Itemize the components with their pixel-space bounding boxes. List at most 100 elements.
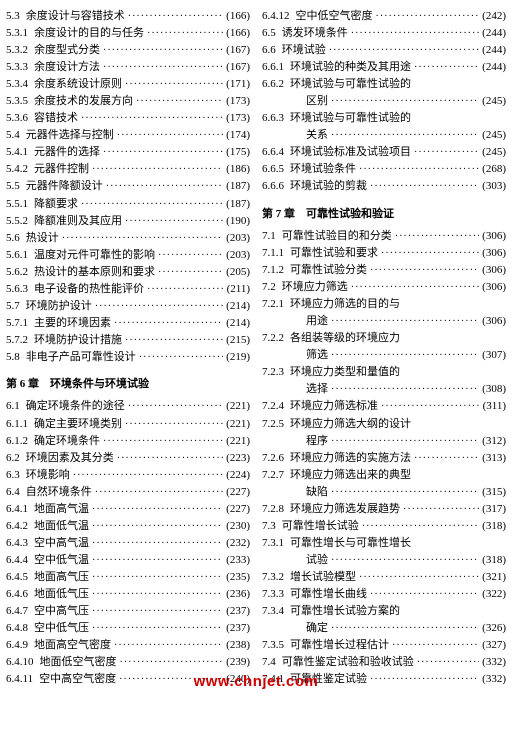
dot-leader: [376, 8, 480, 25]
dot-leader: [103, 144, 223, 161]
entry-title: 确定环境条件: [34, 433, 100, 450]
entry-page: (186): [226, 161, 250, 178]
toc-entry: 6.6环境试验(244): [262, 42, 506, 59]
entry-number: 5.7.1: [6, 315, 28, 332]
entry-title: 热设计的基本原则和要求: [34, 264, 155, 281]
entry-page: (230): [226, 518, 250, 535]
entry-number: 6.4: [6, 484, 20, 501]
toc-entry: 5.6.2热设计的基本原则和要求(205): [6, 264, 250, 281]
toc-entry: 6.4.6地面低气压(236): [6, 586, 250, 603]
dot-leader: [92, 518, 223, 535]
entry-title: 热设计: [26, 230, 59, 247]
toc-entry: 5.4元器件选择与控制(174): [6, 127, 250, 144]
entry-number: 6.6: [262, 42, 276, 59]
entry-number: 5.5.1: [6, 196, 28, 213]
entry-title: 诱发环境条件: [282, 25, 348, 42]
entry-number: 5.3: [6, 8, 20, 25]
toc-entry: 6.4.12空中低空气密度(242): [262, 8, 506, 25]
toc-entry: 5.5.1降额要求(187): [6, 196, 250, 213]
entry-page: (332): [482, 671, 506, 688]
entry-number: 7.1.2: [262, 262, 284, 279]
entry-number: 7.2.8: [262, 501, 284, 518]
entry-number: 7.2.2: [262, 330, 284, 347]
entry-page: (221): [226, 416, 250, 433]
entry-title: 增长试验模型: [290, 569, 356, 586]
toc-entry: 5.7环境防护设计(214): [6, 298, 250, 315]
toc-column-left: 5.3余度设计与容错技术(166)5.3.1余度设计的目的与任务(166)5.3…: [6, 8, 250, 688]
toc-entry: 5.6热设计(203): [6, 230, 250, 247]
toc-entry: 6.6.3环境试验与可靠性试验的: [262, 110, 506, 127]
entry-number: 7.2.5: [262, 416, 284, 433]
chapter-heading: 第 6 章 环境条件与环境试验: [6, 376, 250, 393]
entry-number: 6.5: [262, 25, 276, 42]
entry-title: 余度设计方法: [34, 59, 100, 76]
entry-title: 环境试验的剪裁: [290, 178, 367, 195]
entry-title: 余度型式分类: [34, 42, 100, 59]
toc-entry: 7.2.3环境应力类型和量值的: [262, 364, 506, 381]
toc-entry: 6.4.8空中低气压(237): [6, 620, 250, 637]
toc-entry-continuation: 缺陷(315): [262, 484, 506, 501]
entry-number: 5.6.3: [6, 281, 28, 298]
dot-leader: [370, 262, 479, 279]
dot-leader: [403, 501, 479, 518]
entry-title: 程序: [306, 433, 328, 450]
entry-page: (173): [226, 110, 250, 127]
entry-page: (322): [482, 586, 506, 603]
dot-leader: [331, 313, 479, 330]
entry-page: (221): [226, 398, 250, 415]
entry-title: 可靠性增长曲线: [290, 586, 367, 603]
entry-page: (233): [226, 552, 250, 569]
entry-number: 7.2: [262, 279, 276, 296]
toc-entry: 7.2.2各组装等级的环境应力: [262, 330, 506, 347]
entry-number: 7.2.1: [262, 296, 284, 313]
entry-page: (221): [226, 433, 250, 450]
entry-number: 6.4.5: [6, 569, 28, 586]
dot-leader: [329, 42, 479, 59]
entry-title: 筛选: [306, 347, 328, 364]
dot-leader: [95, 298, 223, 315]
entry-title: 空中高空气密度: [39, 671, 116, 688]
toc-entry: 5.6.1温度对元件可靠性的影响(203): [6, 247, 250, 264]
entry-title: 环境试验的种类及其用途: [290, 59, 411, 76]
toc-entry: 7.3.2增长试验模型(321): [262, 569, 506, 586]
entry-page: (308): [482, 381, 506, 398]
entry-number: 7.3.5: [262, 637, 284, 654]
entry-page: (219): [226, 349, 250, 366]
entry-number: 6.4.2: [6, 518, 28, 535]
entry-title: 空中低气压: [34, 620, 89, 637]
toc-entry: 5.3.2余度型式分类(167): [6, 42, 250, 59]
entry-number: 6.2: [6, 450, 20, 467]
dot-leader: [92, 535, 223, 552]
entry-page: (203): [226, 230, 250, 247]
dot-leader: [370, 671, 479, 688]
dot-leader: [158, 247, 223, 264]
entry-page: (244): [482, 42, 506, 59]
dot-leader: [103, 433, 223, 450]
entry-title: 余度技术的发展方向: [34, 93, 133, 110]
entry-page: (227): [226, 501, 250, 518]
entry-title: 关系: [306, 127, 328, 144]
entry-title: 环境应力类型和量值的: [290, 364, 400, 381]
dot-leader: [125, 416, 223, 433]
entry-number: 5.3.6: [6, 110, 28, 127]
toc-entry: 5.3.4余度系统设计原则(171): [6, 76, 250, 93]
entry-number: 6.4.3: [6, 535, 28, 552]
entry-title: 地面低气温: [34, 518, 89, 535]
entry-number: 6.4.10: [6, 654, 34, 671]
entry-number: 5.3.3: [6, 59, 28, 76]
entry-title: 可靠性增长试验方案的: [290, 603, 400, 620]
toc-entry: 7.2.8环境应力筛选发展趋势(317): [262, 501, 506, 518]
entry-page: (167): [226, 42, 250, 59]
entry-page: (244): [482, 59, 506, 76]
watermark-text: www.chnjet.com: [194, 673, 319, 690]
entry-title: 环境试验与可靠性试验的: [290, 110, 411, 127]
entry-title: 可靠性鉴定试验和验收试验: [282, 654, 414, 671]
entry-page: (311): [483, 398, 506, 415]
entry-page: (227): [226, 484, 250, 501]
entry-number: 6.1: [6, 398, 20, 415]
dot-leader: [92, 552, 223, 569]
dot-leader: [147, 25, 223, 42]
dot-leader: [120, 654, 224, 671]
toc-entry: 5.4.2元器件控制(186): [6, 161, 250, 178]
toc-entry: 6.4自然环境条件(227): [6, 484, 250, 501]
